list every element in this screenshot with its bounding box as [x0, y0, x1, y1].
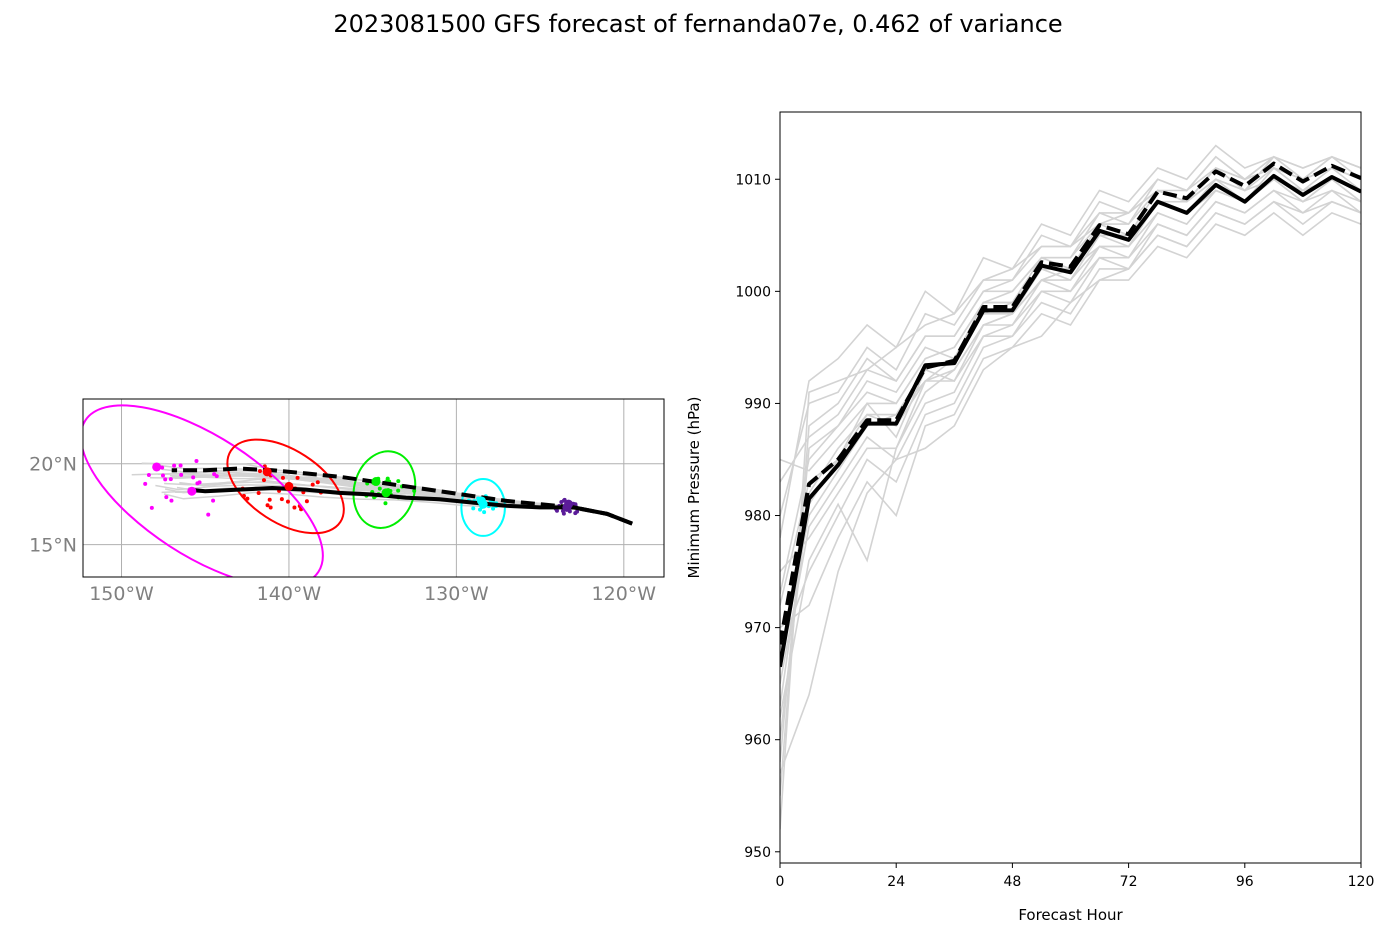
map-member-dot: [304, 499, 309, 504]
map-member-dot: [310, 482, 315, 487]
map-member-dot: [267, 497, 272, 502]
pressure-ensemble-line: [780, 166, 1361, 740]
map-member-dot: [194, 459, 199, 464]
pressure-x-tick-label: 96: [1236, 874, 1254, 890]
map-member-dot: [179, 472, 184, 477]
map-member-dot: [169, 498, 174, 503]
map-mean-track-dashed: [171, 466, 633, 526]
map-member-dot: [491, 506, 496, 511]
map-member-dot: [178, 463, 183, 468]
map-member-dot: [191, 475, 196, 480]
pressure-ensemble-line: [780, 155, 1361, 516]
map-uncertainty-ellipse: [226, 438, 345, 535]
pressure-mean-dashed: [780, 161, 1361, 645]
map-member-dot: [164, 495, 169, 500]
pressure-frame: [779, 111, 1362, 864]
map-member-dot: [315, 480, 320, 485]
map-member-dot: [256, 490, 261, 495]
pressure-x-tick-label: 72: [1120, 874, 1138, 890]
map-member-dot: [292, 505, 297, 510]
pressure-ensemble-line: [780, 155, 1361, 796]
pressure-y-axis-label: Minimum Pressure (hPa): [685, 397, 703, 579]
map-member-dot: [211, 498, 216, 503]
map-y-tick-label: 20°N: [29, 454, 77, 476]
map-x-tick-label: 120°W: [592, 583, 657, 605]
pressure-ensemble-line: [780, 211, 1361, 629]
pressure-y-tick-label: 1000: [735, 284, 771, 300]
map-member-dot: [143, 481, 148, 486]
pressure-x-tick-label: 24: [887, 874, 905, 890]
pressure-x-tick-label: 0: [776, 874, 785, 890]
map-mean-marker: [381, 488, 391, 498]
map-member-dot: [559, 499, 564, 504]
map-member-dot: [195, 481, 200, 486]
map-member-dot: [561, 511, 566, 516]
map-member-dot: [206, 512, 211, 517]
pressure-ensemble-line: [780, 144, 1361, 539]
map-member-dot: [396, 479, 401, 484]
map-member-dot: [257, 469, 262, 474]
map-member-dot: [149, 505, 154, 510]
map-member-dot: [396, 488, 401, 493]
map-member-dot: [280, 475, 285, 480]
map-mean-marker: [152, 462, 162, 472]
map-member-dot: [168, 477, 173, 482]
pressure-y-tick-label: 970: [744, 621, 771, 637]
map-x-tick-label: 130°W: [424, 583, 489, 605]
map-member-dot: [573, 502, 578, 507]
pressure-y-tick-label: 990: [744, 396, 771, 412]
map-frame: [82, 398, 665, 578]
map-y-tick-label: 15°N: [29, 535, 77, 557]
pressure-mean-solid: [780, 173, 1361, 668]
map-member-dot: [377, 486, 382, 491]
map-member-dot: [214, 474, 219, 479]
map-member-dot: [146, 472, 151, 477]
map-member-dot: [471, 506, 476, 511]
map-mean-marker: [284, 481, 294, 491]
map-mean-marker: [478, 499, 488, 509]
pressure-ensemble-line: [780, 178, 1361, 573]
map-member-dot: [160, 473, 165, 478]
pressure-x-tick-label: 120: [1348, 874, 1375, 890]
map-mean-marker: [187, 486, 197, 496]
map-member-dot: [163, 477, 168, 482]
map-member-dot: [172, 463, 177, 468]
map-member-dot: [279, 497, 284, 502]
pressure-y-tick-label: 1010: [735, 172, 771, 188]
pressure-y-tick-label: 960: [744, 733, 771, 749]
map-mean-marker: [371, 477, 381, 487]
map-mean-marker: [262, 467, 272, 477]
map-member-dot: [383, 501, 388, 506]
map-member-dot: [268, 505, 273, 510]
map-x-tick-label: 150°W: [89, 583, 154, 605]
map-member-dot: [482, 510, 487, 515]
map-member-dot: [265, 503, 270, 508]
pressure-ensemble-line: [780, 200, 1361, 774]
map-member-dot: [575, 509, 580, 514]
pressure-x-axis-label: Forecast Hour: [1018, 906, 1123, 924]
figure-title: 2023081500 GFS forecast of fernanda07e, …: [333, 10, 1063, 38]
map-plot-area: [83, 399, 664, 577]
map-member-dot: [295, 475, 300, 480]
map-x-tick-label: 140°W: [257, 583, 322, 605]
map-mean-marker: [564, 499, 574, 509]
pressure-y-tick-label: 950: [744, 845, 771, 861]
map-member-dot: [261, 478, 266, 483]
map-member-dot: [285, 499, 290, 504]
pressure-ensemble-line: [780, 155, 1361, 595]
pressure-plot-area: [780, 144, 1361, 830]
pressure-y-tick-label: 980: [744, 509, 771, 525]
pressure-x-tick-label: 48: [1003, 874, 1021, 890]
